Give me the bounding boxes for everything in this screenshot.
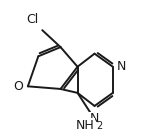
Text: O: O [13,80,23,93]
Text: 2: 2 [96,121,102,131]
Text: N: N [90,112,99,126]
Text: Cl: Cl [26,13,38,26]
Text: NH: NH [76,119,95,132]
Text: N: N [117,60,126,73]
